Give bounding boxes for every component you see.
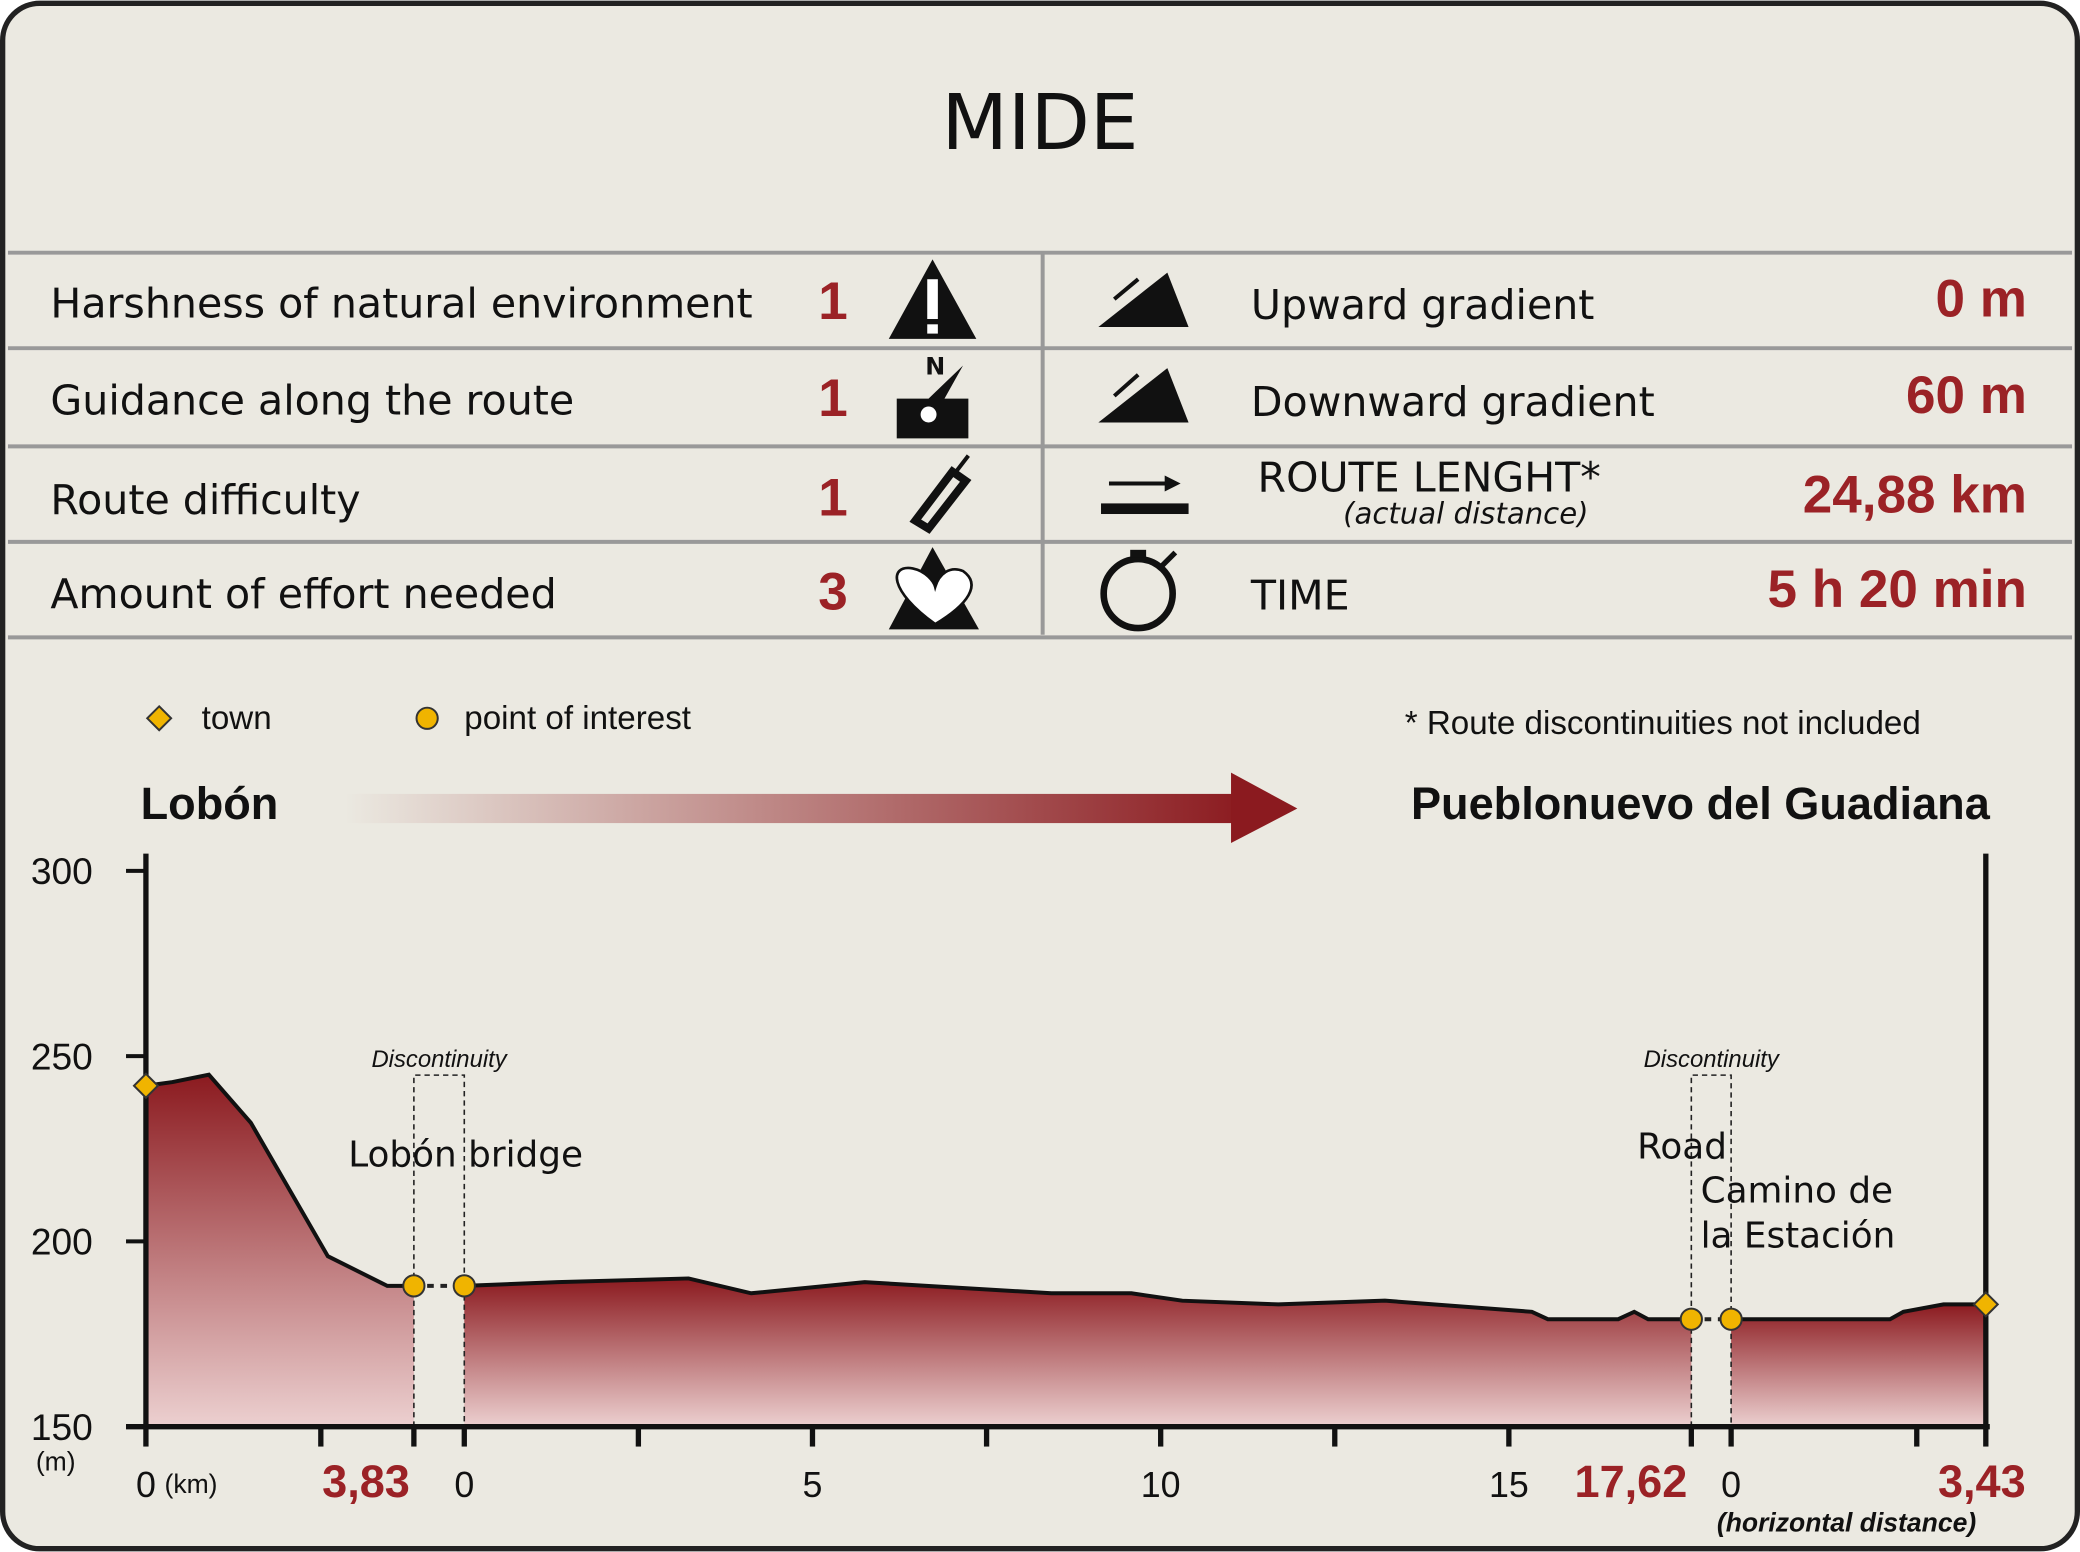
annotation: Road: [1637, 1127, 1727, 1168]
discontinuity-bracket: [413, 1074, 466, 1427]
legend-label: town: [202, 700, 272, 737]
direction-arrow: [344, 793, 1247, 824]
y-tick-label: 150: [31, 1406, 93, 1448]
row-value: 1: [818, 369, 848, 428]
row-value: 24,88 km: [1803, 466, 2027, 525]
x-tick-label: 0: [454, 1465, 474, 1505]
poi-marker: [1719, 1307, 1743, 1331]
discontinuity-label: Discontinuity: [1644, 1046, 1781, 1073]
row-sublabel: (actual distance): [1343, 496, 1588, 530]
start-town: Lobón: [141, 778, 279, 829]
note: * Route discontinuities not included: [1405, 705, 1921, 742]
poi-marker: [1679, 1307, 1703, 1331]
legend-marker: [145, 704, 173, 732]
x-tick-label: 15: [1489, 1465, 1529, 1505]
x-tick-label: 3,43: [1938, 1456, 2026, 1507]
y-label: (m): [36, 1446, 76, 1476]
legend-marker: [415, 706, 439, 730]
row-label: Harshness of natural environment: [50, 280, 752, 328]
table-lines: [7, 250, 2073, 640]
profile-line: [1731, 1302, 1986, 1322]
discontinuity-bracket: [1690, 1074, 1732, 1427]
row-label: Route difficulty: [50, 476, 360, 524]
row-label: Upward gradient: [1251, 281, 1595, 329]
row-label: Amount of effort needed: [50, 570, 556, 618]
row-value: 0 m: [1936, 269, 2027, 328]
x-tick-label: 3,83: [322, 1456, 410, 1507]
poi-marker: [452, 1274, 476, 1298]
end-town: Pueblonuevo del Guadiana: [1411, 778, 1991, 829]
poi-marker: [402, 1274, 426, 1298]
town-marker: [132, 1072, 160, 1100]
profile-area: [464, 1278, 1692, 1427]
row-label: ROUTE LENGHT*: [1258, 453, 1601, 501]
x-tick-label: 0: [1721, 1465, 1741, 1505]
annotation: la Estación: [1701, 1216, 1896, 1257]
annotation: Lobón bridge: [348, 1135, 583, 1176]
x-label: (horizontal distance): [1717, 1507, 1976, 1537]
y-tick-label: 300: [31, 850, 93, 892]
x-tick-label: 17,62: [1574, 1456, 1687, 1507]
town-marker: [1972, 1291, 2000, 1318]
svg-text:N: N: [925, 353, 945, 381]
profile-area: [1731, 1304, 1986, 1427]
title: MIDE: [942, 79, 1139, 168]
legend-label: point of interest: [464, 700, 691, 737]
profile-line: [464, 1276, 1692, 1322]
x-tick-label: 10: [1141, 1465, 1181, 1505]
profile-area: [145, 1074, 414, 1427]
row-label: Downward gradient: [1251, 378, 1655, 426]
row-value: 3: [818, 563, 848, 622]
x-tick-label: 5: [803, 1465, 823, 1505]
row-value: 1: [818, 272, 848, 331]
annotation: Camino de: [1701, 1170, 1893, 1211]
row-label: TIME: [1250, 572, 1350, 620]
discontinuity-label: Discontinuity: [371, 1046, 508, 1073]
x-tick-label: 0: [136, 1465, 156, 1505]
profile-line: [145, 1072, 414, 1288]
row-value: 1: [818, 468, 848, 527]
arrow-head: [1231, 772, 1298, 843]
row-value: 5 h 20 min: [1768, 560, 2027, 619]
icons: N: [888, 259, 1189, 632]
x-unit: (km): [164, 1469, 217, 1499]
y-tick-label: 250: [31, 1035, 93, 1077]
row-value: 60 m: [1906, 366, 2027, 425]
y-tick-label: 200: [31, 1221, 93, 1263]
row-label: Guidance along the route: [50, 377, 574, 425]
